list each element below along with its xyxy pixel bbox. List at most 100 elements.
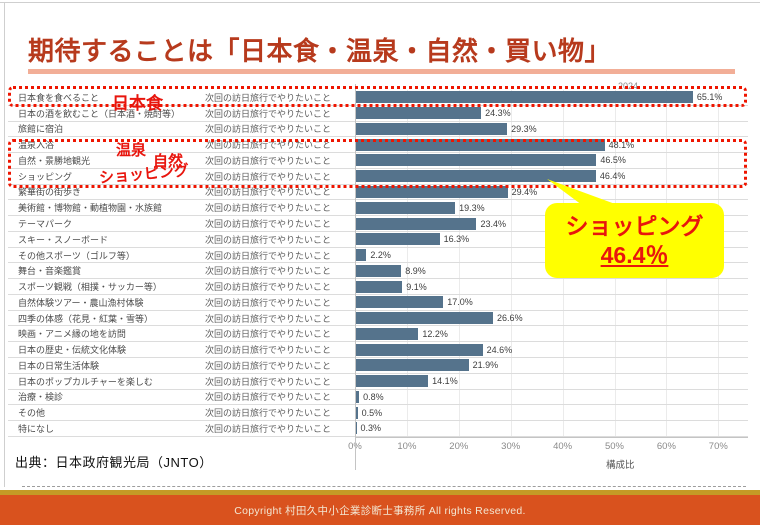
row-plot-area: 9.1% <box>355 279 747 294</box>
x-axis-tick: 0% <box>333 441 377 452</box>
chart-row: 舞台・音楽鑑賞 次回の訪日旅行でやりたいこと 8.9% <box>8 263 748 280</box>
bar-value-label: 29.3% <box>511 123 537 134</box>
callout-value: 46.4％ <box>600 241 669 268</box>
row-plot-area: 0.5% <box>355 405 747 420</box>
row-plot-area: 19.3% <box>355 200 747 215</box>
annotation-nature: 自然 <box>153 153 184 170</box>
bar <box>355 138 605 151</box>
x-axis-tick: 10% <box>397 441 417 452</box>
row-plot-area: 14.1% <box>355 374 747 389</box>
bar-value-label: 0.5% <box>361 407 383 418</box>
row-descriptor-label: 次回の訪日旅行でやりたいこと <box>205 187 332 198</box>
x-axis-tick: 50% <box>604 441 624 452</box>
bar-value-label: 9.1% <box>406 281 427 292</box>
row-category-label: 日本食を食べること <box>18 92 100 103</box>
chart-row: 日本の日常生活体験 次回の訪日旅行でやりたいこと 21.9% <box>8 358 748 374</box>
chart-row: 四季の体感（花見・紅葉・雪等） 次回の訪日旅行でやりたいこと 26.6% <box>8 311 748 327</box>
bar-value-label: 46.5% <box>600 155 626 166</box>
row-descriptor-label: 次回の訪日旅行でやりたいこと <box>205 423 332 434</box>
row-plot-area: 24.6% <box>355 342 747 357</box>
bar-value-label: 12.2% <box>422 328 448 339</box>
row-descriptor-label: 次回の訪日旅行でやりたいこと <box>205 297 332 308</box>
bar <box>355 280 403 293</box>
bar <box>355 296 444 309</box>
chart-row: 映画・アニメ縁の地を訪問 次回の訪日旅行でやりたいこと 12.2% <box>8 326 748 343</box>
bar <box>355 217 477 230</box>
row-descriptor-label: 次回の訪日旅行でやりたいこと <box>205 282 332 293</box>
bar-value-label: 29.4% <box>511 186 538 197</box>
row-plot-area: 65.1% <box>355 90 747 105</box>
bar <box>355 154 597 167</box>
gridline <box>406 90 408 437</box>
bar <box>355 122 508 135</box>
bar <box>355 312 494 325</box>
x-axis-tick: 40% <box>553 441 573 452</box>
bar <box>355 327 419 340</box>
slide-frame-top <box>0 2 760 3</box>
row-category-label: 日本のポップカルチャーを楽しむ <box>18 376 153 387</box>
row-plot-area: 0.8% <box>355 390 747 405</box>
bar <box>355 406 358 419</box>
row-descriptor-label: 次回の訪日旅行でやりたいこと <box>205 140 332 151</box>
bar-value-label: 23.4% <box>480 218 506 229</box>
bar <box>355 359 469 372</box>
bar <box>355 107 482 120</box>
x-axis-tick: 60% <box>656 441 676 452</box>
chart-axis-vertical-line <box>355 84 356 470</box>
row-descriptor-label: 次回の訪日旅行でやりたいこと <box>205 266 332 277</box>
chart-row: 治療・検診 次回の訪日旅行でやりたいこと 0.8% <box>8 390 748 406</box>
footer-bar: Copyright 村田久中小企業診断士事務所 All rights Reser… <box>0 495 760 525</box>
chart-row: 繁華街の街歩き 次回の訪日旅行でやりたいこと 29.4% <box>8 185 748 201</box>
row-descriptor-label: 次回の訪日旅行でやりたいこと <box>205 250 332 261</box>
bar-chart: 2024 日本食を食べること 次回の訪日旅行でやりたいこと 65.1% 日本の酒を飲む… <box>8 81 748 471</box>
footer-dashed-divider <box>22 486 746 487</box>
row-plot-area: 29.3% <box>355 122 747 137</box>
row-category-label: スポーツ観戦（相撲・サッカー等） <box>18 282 162 293</box>
chart-row: 自然・景勝地観光 次回の訪日旅行でやりたいこと 46.5% <box>8 153 748 169</box>
row-plot-area: 29.4% <box>355 185 747 200</box>
row-descriptor-label: 次回の訪日旅行でやりたいこと <box>205 108 332 119</box>
row-category-label: 四季の体感（花見・紅葉・雪等） <box>18 313 154 324</box>
row-plot-area: 26.6% <box>355 311 747 326</box>
bar-value-label: 0.8% <box>363 391 384 402</box>
chart-row: ショッピング 次回の訪日旅行でやりたいこと 46.4% <box>8 169 748 185</box>
row-plot-area: 16.3% <box>355 232 747 247</box>
bar-value-label: 21.9% <box>472 360 499 371</box>
x-axis-label: 構成比 <box>606 460 635 471</box>
bar <box>355 201 456 214</box>
row-category-label: その他スポーツ（ゴルフ等） <box>18 250 135 261</box>
row-plot-area: 23.4% <box>355 216 747 231</box>
row-descriptor-label: 次回の訪日旅行でやりたいこと <box>205 360 332 371</box>
row-category-label: テーマパーク <box>18 219 73 229</box>
chart-row: 日本のポップカルチャーを楽しむ 次回の訪日旅行でやりたいこと 14.1% <box>8 374 748 390</box>
copyright-text: Copyright 村田久中小企業診断士事務所 All rights Reser… <box>234 504 526 517</box>
chart-row: スキー・スノーボード 次回の訪日旅行でやりたいこと 16.3% <box>8 232 748 248</box>
row-descriptor-label: 次回の訪日旅行でやりたいこと <box>205 329 332 340</box>
row-descriptor-label: 次回の訪日旅行でやりたいこと <box>205 345 332 356</box>
row-category-label: 舞台・音楽鑑賞 <box>18 266 82 277</box>
chart-row: 特になし 次回の訪日旅行でやりたいこと 0.3% <box>8 421 748 437</box>
bar-value-label: 2.2% <box>370 250 391 261</box>
row-category-label: 治療・検診 <box>18 392 64 403</box>
bar <box>355 185 508 198</box>
chart-row: テーマパーク 次回の訪日旅行でやりたいこと 23.4% <box>8 216 748 232</box>
row-category-label: 自然体験ツアー・農山漁村体験 <box>18 297 144 308</box>
row-descriptor-label: 次回の訪日旅行でやりたいこと <box>205 124 332 135</box>
chart-row: 日本の歴史・伝統文化体験 次回の訪日旅行でやりたいこと 24.6% <box>8 342 748 359</box>
chart-row: 自然体験ツアー・農山漁村体験 次回の訪日旅行でやりたいこと 17.0% <box>8 295 748 311</box>
bar-value-label: 24.6% <box>486 344 513 355</box>
chart-row: その他スポーツ（ゴルフ等） 次回の訪日旅行でやりたいこと 2.2% <box>8 248 748 264</box>
row-category-label: 特になし <box>18 423 55 434</box>
source-credit: 出典：日本政府観光局（JNTO） <box>15 455 213 470</box>
bar-value-label: 24.3% <box>485 108 511 119</box>
callout-title: ショッピング <box>565 212 704 239</box>
row-descriptor-label: 次回の訪日旅行でやりたいこと <box>205 219 332 229</box>
bar-value-label: 17.0% <box>447 297 473 308</box>
bar-value-label: 65.1% <box>696 92 723 103</box>
footer-gold-bar <box>0 490 760 495</box>
bar <box>355 249 367 262</box>
row-descriptor-label: 次回の訪日旅行でやりたいこと <box>205 408 332 419</box>
row-descriptor-label: 次回の訪日旅行でやりたいこと <box>205 171 332 182</box>
row-plot-area: 46.5% <box>355 153 747 168</box>
